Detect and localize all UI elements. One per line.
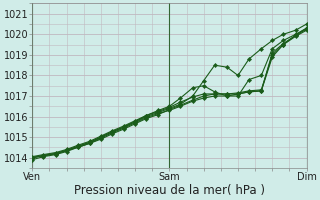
- X-axis label: Pression niveau de la mer( hPa ): Pression niveau de la mer( hPa ): [74, 184, 265, 197]
